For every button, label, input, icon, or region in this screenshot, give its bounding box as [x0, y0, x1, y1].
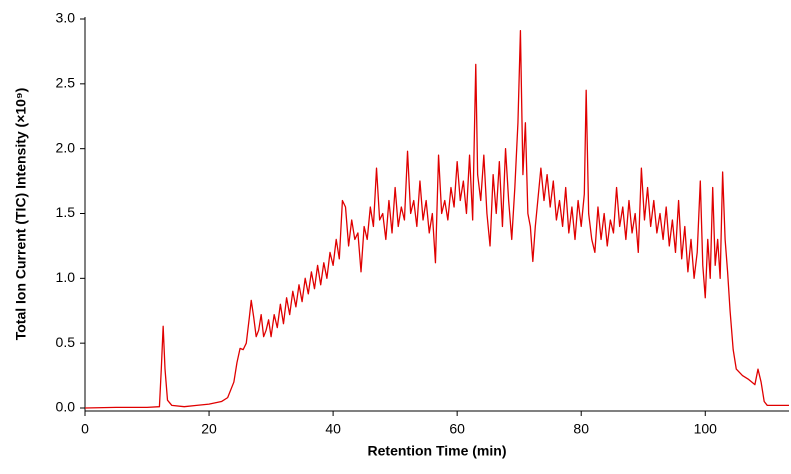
tic-line — [84, 30, 789, 409]
y-tick-label: 0.0 — [56, 399, 76, 415]
y-tick-label: 1.0 — [56, 269, 76, 285]
x-tick-label: 60 — [449, 421, 465, 437]
x-tick-label: 0 — [81, 421, 89, 437]
x-tick-label: 100 — [694, 421, 718, 437]
y-tick-label: 1.5 — [56, 204, 76, 220]
y-tick-label: 2.0 — [56, 139, 76, 155]
x-tick-label: 80 — [573, 421, 589, 437]
x-tick-label: 40 — [325, 421, 341, 437]
y-tick-label: 0.5 — [56, 334, 76, 350]
x-tick-label: 20 — [201, 421, 217, 437]
x-axis-label: Retention Time (min) — [368, 443, 507, 459]
y-tick-label: 3.0 — [56, 10, 76, 26]
y-tick-label: 2.5 — [56, 75, 76, 91]
y-axis-label: Total Ion Current (TIC) Intensity (×10⁹) — [13, 88, 29, 341]
